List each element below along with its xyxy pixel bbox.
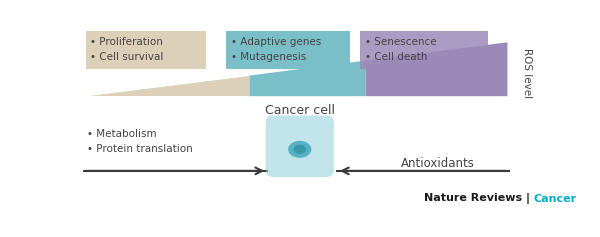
Text: • Metabolism
• Protein translation: • Metabolism • Protein translation [86,128,193,154]
Text: • Adaptive genes
• Mutagenesis: • Adaptive genes • Mutagenesis [231,37,321,62]
Ellipse shape [293,145,306,154]
FancyBboxPatch shape [266,115,334,177]
Text: Cancer cell: Cancer cell [265,104,335,117]
FancyBboxPatch shape [226,31,350,69]
Polygon shape [250,61,365,96]
Text: Nature Reviews |: Nature Reviews | [424,193,534,204]
Polygon shape [89,76,250,96]
Polygon shape [365,42,508,96]
Text: • Proliferation
• Cell survival: • Proliferation • Cell survival [91,37,164,62]
FancyBboxPatch shape [86,31,206,69]
FancyBboxPatch shape [360,31,488,69]
Text: Cancer: Cancer [534,194,577,204]
Text: Antioxidants: Antioxidants [401,157,475,170]
Text: • Senescence
• Cell death: • Senescence • Cell death [365,37,436,62]
Ellipse shape [288,141,311,158]
Text: ROS level: ROS level [522,48,532,98]
